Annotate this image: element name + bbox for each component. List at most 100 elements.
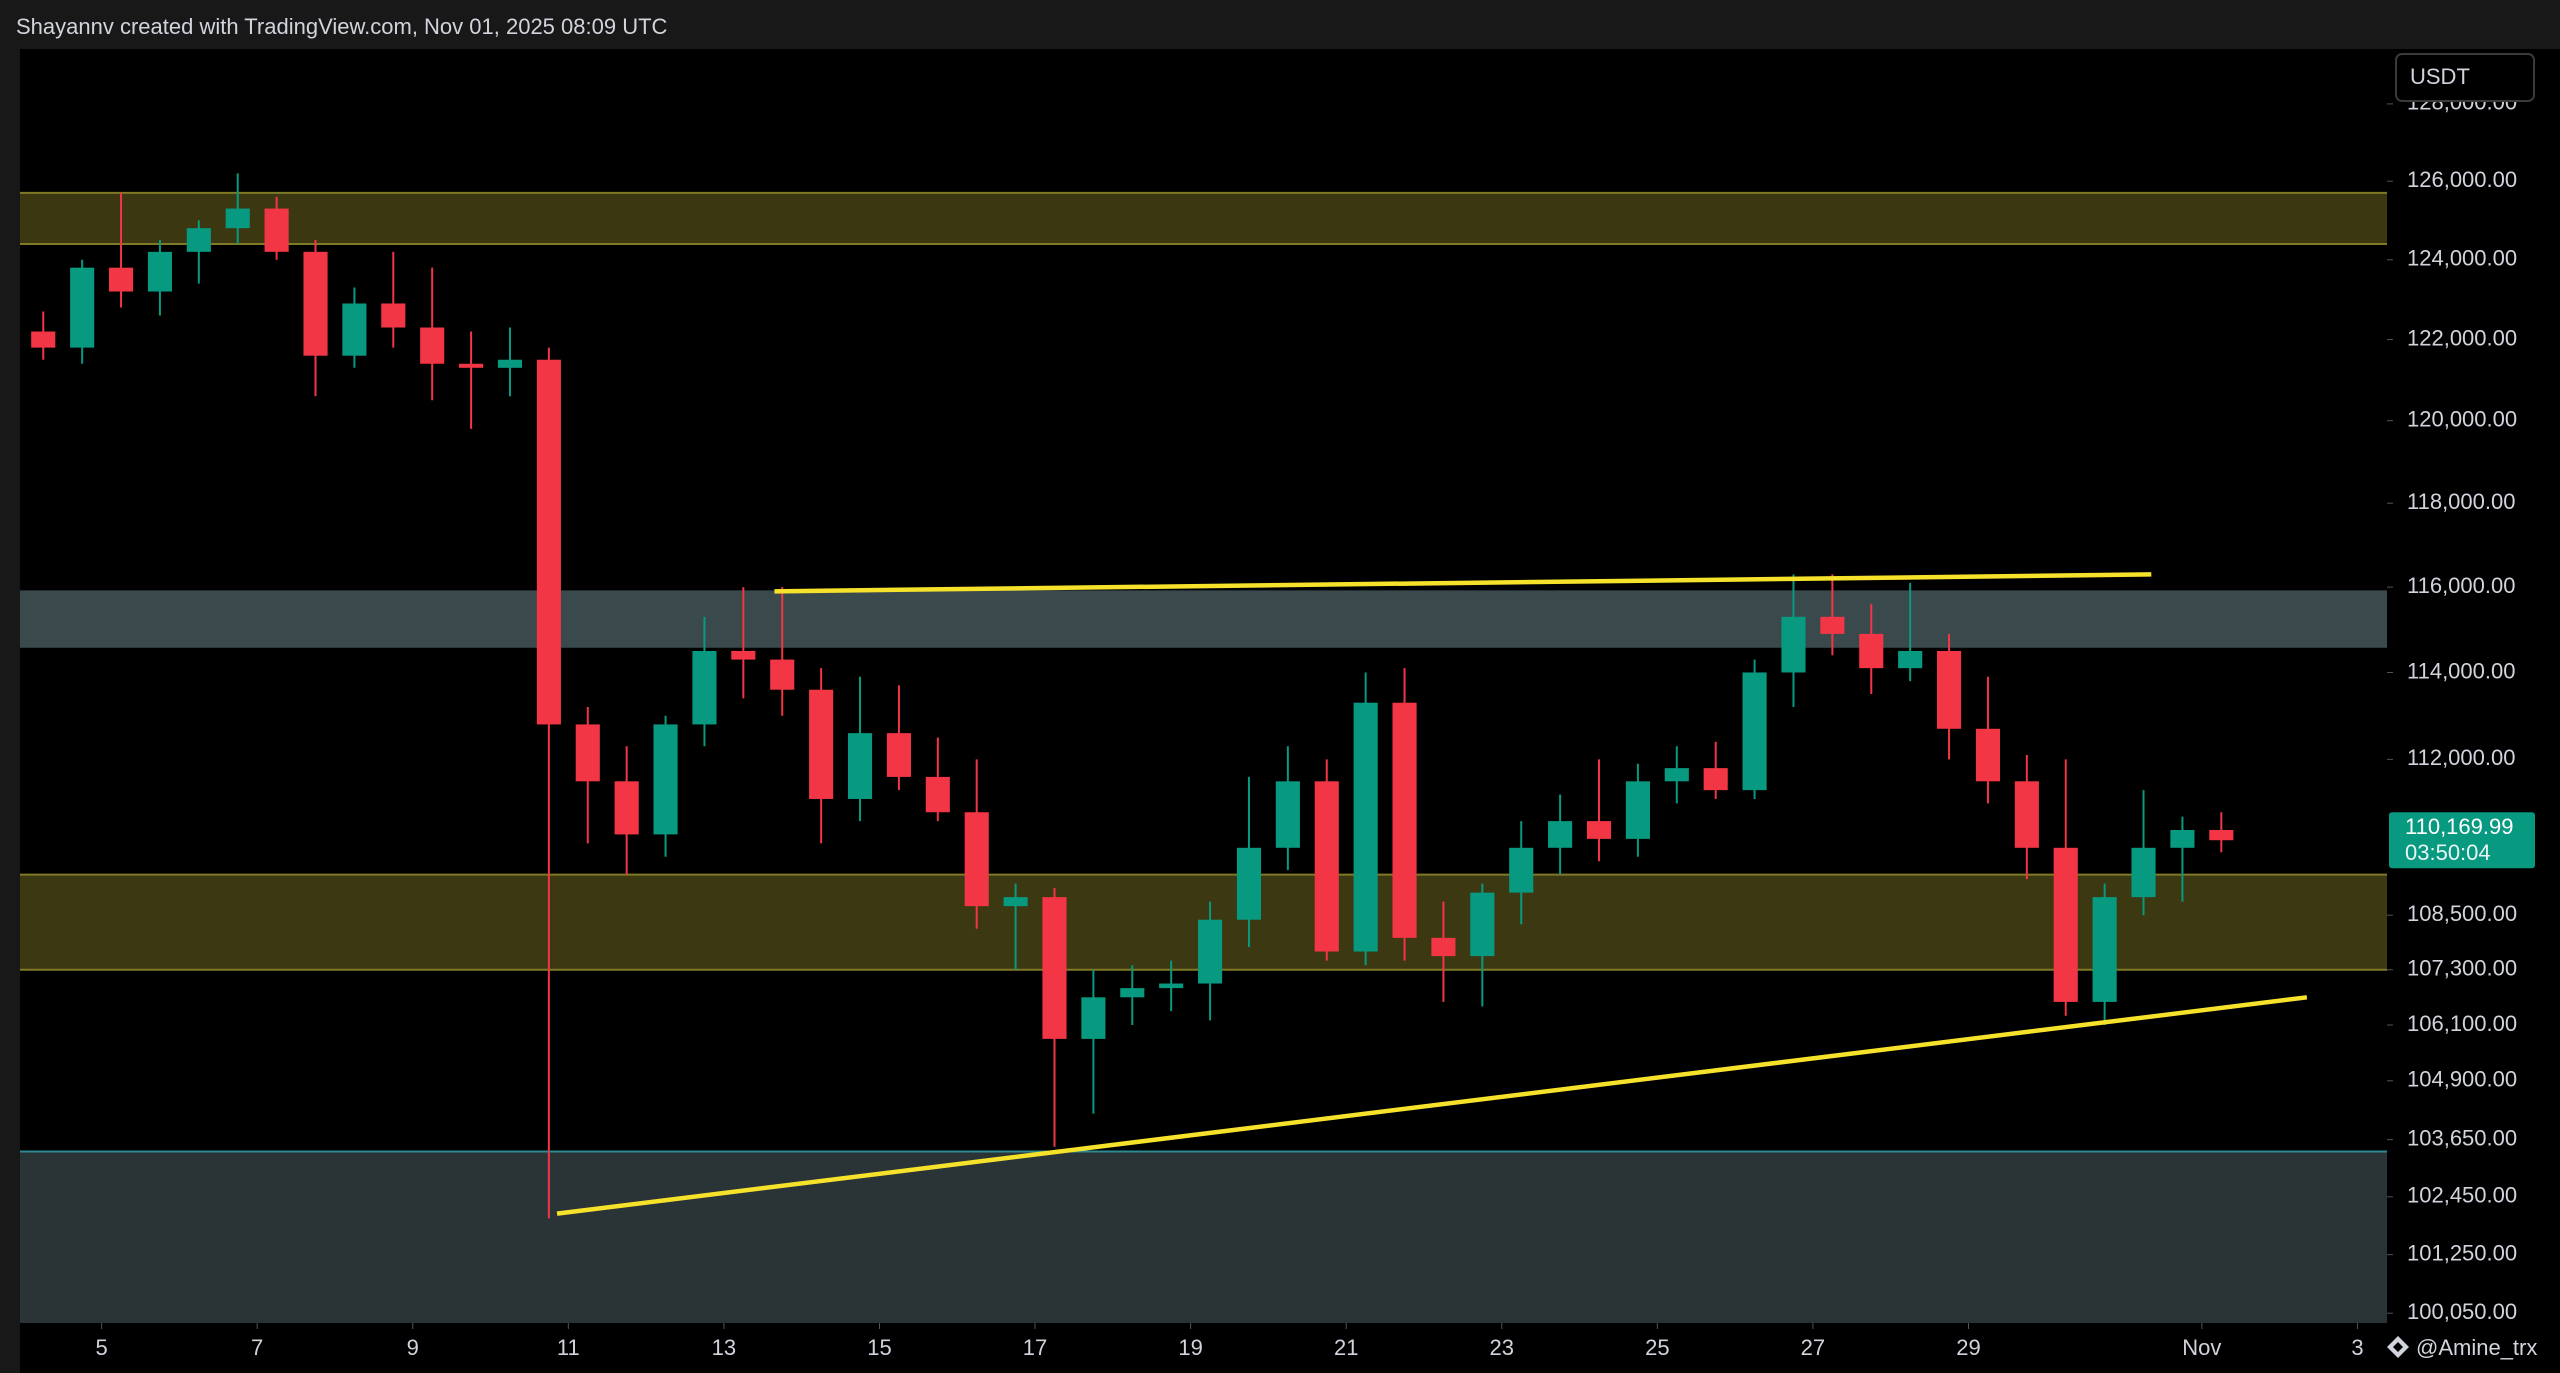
candle-body [264,208,289,252]
y-tick-label: 126,000.00 [2407,167,2517,192]
candle-body [692,650,717,725]
y-tick-label: 107,300.00 [2407,956,2517,981]
zone [20,1151,2387,1323]
candle-body [1781,616,1806,673]
y-tick-label: 104,900.00 [2407,1067,2517,1092]
candle-body [770,659,795,690]
x-tick-label: 23 [1490,1335,1514,1360]
y-tick-label: 118,000.00 [2407,489,2515,514]
currency-box[interactable] [2395,53,2535,102]
trendline [556,995,2308,1216]
x-tick-label: 15 [867,1335,891,1360]
x-tick-label: 21 [1334,1335,1358,1360]
candle-body [1936,650,1962,729]
candle-body [2131,847,2156,898]
candle-body [2014,781,2039,848]
candle-body [1042,897,1067,1039]
y-tick-label: 122,000.00 [2407,325,2517,350]
candle-body [847,733,873,799]
candle-body [2053,847,2078,1002]
zone [20,192,2387,244]
candle-body [186,228,211,252]
candle-body [303,251,328,356]
y-tick-label: 114,000.00 [2407,658,2515,683]
candle-body [497,359,523,368]
candle-body [1820,616,1845,634]
candle-body [809,689,834,799]
x-tick-label: 25 [1645,1335,1669,1360]
candle-body [925,776,950,813]
y-tick-label: 112,000.00 [2407,745,2515,770]
last-price-label: 110,169.99 [2405,814,2513,839]
candle-body [1198,919,1223,984]
candle-body [1003,897,1028,907]
candle-body [342,303,367,356]
watermark-icon [2387,1336,2409,1358]
y-tick-label: 120,000.00 [2407,407,2517,432]
y-tick-label: 116,000.00 [2407,573,2515,598]
candle-body [459,363,484,368]
candle-body [1470,892,1495,957]
candle-body [1314,781,1339,952]
x-tick-label: 11 [557,1335,580,1360]
candle-body [1664,768,1689,782]
plot [20,173,2387,1323]
watermark: @Amine_trx [2416,1335,2537,1360]
candle-body [1859,633,1884,669]
candle-body [1509,847,1534,893]
candle-body [1431,937,1456,957]
zone [20,591,2387,647]
countdown-label: 03:50:04 [2405,840,2491,865]
candle-body [1586,821,1612,839]
candle-body [1120,988,1145,998]
candle-body [1703,768,1728,791]
candle-body [1159,983,1184,989]
y-tick-label: 101,250.00 [2407,1240,2517,1265]
candle-body [2092,897,2117,1002]
candle-body [1625,781,1650,839]
x-tick-label: Nov [2182,1335,2221,1360]
x-tick-label: 9 [407,1335,419,1360]
x-tick-label: 13 [712,1335,736,1360]
y-tick-label: 106,100.00 [2407,1011,2517,1036]
x-tick-label: 3 [2351,1335,2363,1360]
candle-body [2209,829,2234,841]
x-tick-label: 19 [1178,1335,1202,1360]
x-tick-label: 27 [1801,1335,1825,1360]
candle-body [653,724,678,835]
trendline [774,572,2152,594]
candle-body [70,267,95,348]
candle-body [225,208,250,229]
x-tick-label: 5 [95,1335,107,1360]
header-title: Shayannv created with TradingView.com, N… [16,14,668,39]
x-tick-label: 29 [1956,1335,1980,1360]
candle-body [614,781,639,835]
candle-body [886,733,911,777]
candle-body [536,359,561,725]
x-tick-label: 7 [251,1335,263,1360]
candle-body [1392,702,1417,938]
y-tick-label: 108,500.00 [2407,901,2517,926]
x-tick-label: 17 [1023,1335,1047,1360]
candle-body [1236,847,1262,920]
candle-body [108,267,134,292]
y-tick-label: 103,650.00 [2407,1125,2517,1150]
candle-body [1975,728,2001,782]
candle-body [1275,781,1300,848]
candle-body [1548,821,1573,848]
candle-body [1353,702,1378,952]
candle-body [381,303,406,328]
y-tick-label: 124,000.00 [2407,246,2517,271]
candle-body [964,812,989,907]
candle-body [147,251,172,292]
candle-body [31,331,56,348]
candle-body [2170,829,2195,848]
candle-body [575,724,600,782]
last-price-box [2389,812,2535,869]
candle-body [731,650,756,660]
candle-body [1898,650,1923,669]
candle-body [420,327,445,364]
y-tick-label: 100,050.00 [2407,1299,2517,1324]
